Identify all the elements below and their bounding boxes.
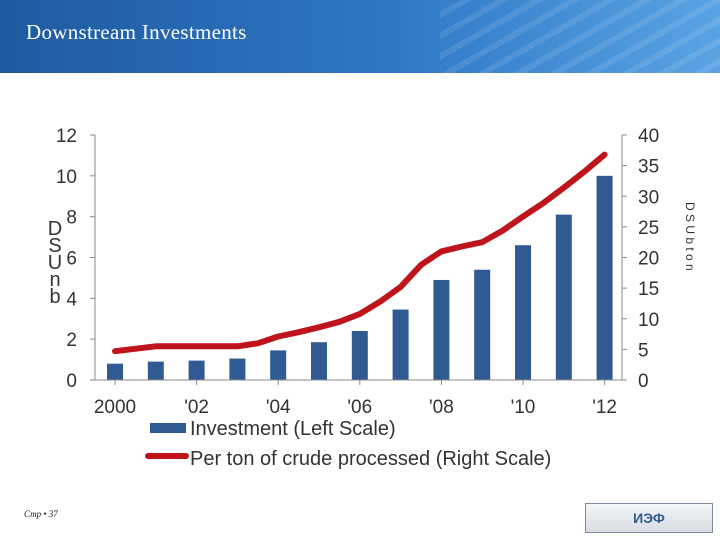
y-tick-label-left: 2 <box>66 330 77 351</box>
y-tick-label-right: 10 <box>638 310 659 331</box>
bar-investment <box>270 350 287 380</box>
y-tick-label-right: 20 <box>638 249 659 270</box>
header-decoration <box>440 0 720 73</box>
y-tick-label-right: 30 <box>638 187 659 208</box>
y-axis-label-left: D <box>48 218 62 240</box>
x-tick-label: '10 <box>511 397 536 418</box>
y-axis-label-left: U <box>48 252 62 274</box>
legend-label-per-ton: Per ton of crude processed (Right Scale) <box>190 448 551 470</box>
bar-investment <box>311 342 327 380</box>
y-axis-label-left: S <box>48 235 61 257</box>
y-tick-label-left: 0 <box>66 371 77 392</box>
y-tick-label-right: 40 <box>638 126 659 147</box>
y-axis-label-right-text: D S U b t o n <box>683 202 697 271</box>
organization-logo: ИЭФ <box>585 503 713 533</box>
slide-title: Downstream Investments <box>26 20 247 44</box>
x-tick-label: '06 <box>347 397 372 418</box>
slide-header: Downstream Investments <box>0 0 720 73</box>
x-tick-label: '02 <box>184 397 209 418</box>
legend-swatch-investment <box>150 423 186 433</box>
y-tick-label-right: 35 <box>638 157 659 178</box>
bar-investment <box>596 175 613 380</box>
bar-investment <box>229 358 246 380</box>
y-tick-label-right: 5 <box>638 340 649 361</box>
y-tick-label-right: 15 <box>638 279 659 300</box>
bar-investment <box>474 269 491 380</box>
logo-text: ИЭФ <box>633 510 665 526</box>
y-tick-label-right: 25 <box>638 218 659 239</box>
bar-investment <box>392 309 409 380</box>
x-tick-label: '12 <box>592 397 617 418</box>
y-tick-label-left: 12 <box>56 126 77 147</box>
x-tick-label: 2000 <box>94 397 136 418</box>
bar-investment <box>147 361 164 380</box>
y-tick-label-left: 10 <box>56 167 77 188</box>
y-tick-label-right: 0 <box>638 371 649 392</box>
x-tick-label: '04 <box>266 397 291 418</box>
y-axis-label-left: b <box>49 286 60 308</box>
bar-investment <box>107 363 123 380</box>
x-tick-label: '08 <box>429 397 454 418</box>
bar-investment <box>188 360 205 380</box>
y-tick-label-left: 8 <box>66 208 77 229</box>
y-axis-label-left: n <box>49 269 60 291</box>
legend-label-investment: Investment (Left Scale) <box>190 418 396 440</box>
y-axis-label-right: D S U b t o n <box>683 202 697 271</box>
y-tick-label-left: 4 <box>66 289 77 310</box>
bar-investment <box>515 245 531 380</box>
y-tick-label-left: 6 <box>66 249 77 270</box>
bar-investment <box>555 214 572 380</box>
bar-investment <box>433 279 450 380</box>
page-number: Стр • 37 <box>24 509 58 519</box>
bar-investment <box>351 331 368 380</box>
line-per-ton <box>112 151 608 355</box>
